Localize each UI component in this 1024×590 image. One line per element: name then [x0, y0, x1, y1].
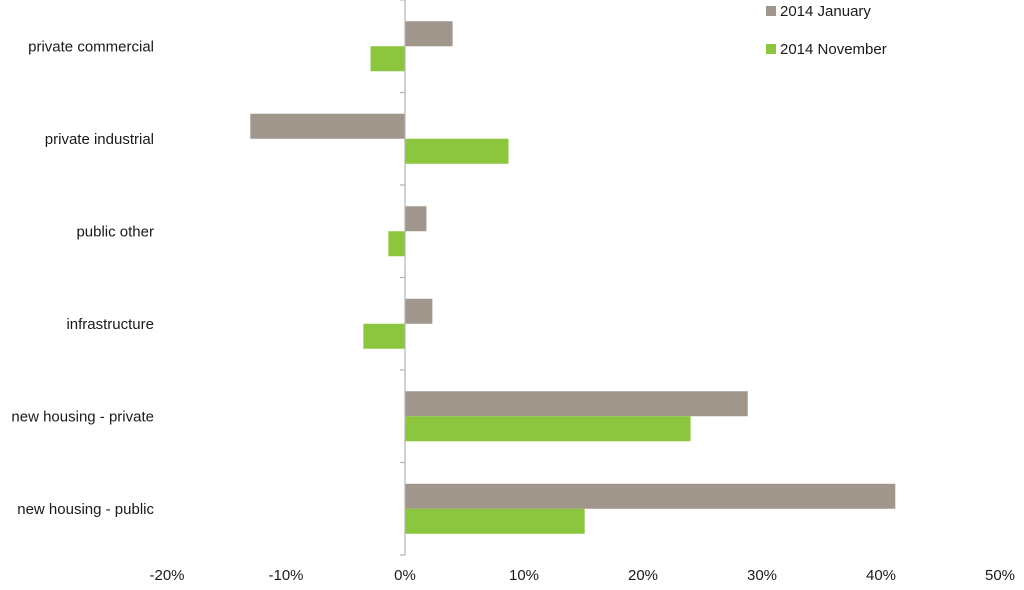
x-tick-label: 50% — [985, 567, 1015, 584]
x-tick-label: -20% — [149, 567, 184, 584]
legend-swatch — [766, 44, 776, 54]
x-tick-label: 40% — [866, 567, 896, 584]
x-tick-label: 0% — [394, 567, 416, 584]
legend-label: 2014 November — [780, 41, 887, 58]
legend-label: 2014 January — [780, 3, 871, 20]
bar-november-5 — [405, 508, 585, 534]
x-tick-label: 30% — [747, 567, 777, 584]
x-tick-label: 10% — [509, 567, 539, 584]
x-tick-label: -10% — [268, 567, 303, 584]
bar-january-3 — [405, 298, 433, 324]
bar-january-1 — [250, 113, 405, 139]
category-label: infrastructure — [66, 316, 154, 333]
x-tick-label: 20% — [628, 567, 658, 584]
bar-november-4 — [405, 416, 691, 442]
bar-november-3 — [363, 323, 405, 349]
category-label: new housing - private — [11, 408, 154, 425]
bar-january-4 — [405, 391, 748, 417]
bar-november-0 — [370, 46, 405, 72]
legend-swatch — [766, 6, 776, 16]
bar-january-5 — [405, 483, 896, 509]
bar-january-2 — [405, 206, 427, 232]
category-label: private commercial — [28, 38, 154, 55]
category-label: private industrial — [45, 131, 154, 148]
category-label: new housing - public — [17, 501, 154, 518]
bar-november-2 — [388, 231, 405, 257]
bar-january-0 — [405, 21, 453, 47]
category-label: public other — [76, 223, 154, 240]
bar-november-1 — [405, 138, 509, 164]
